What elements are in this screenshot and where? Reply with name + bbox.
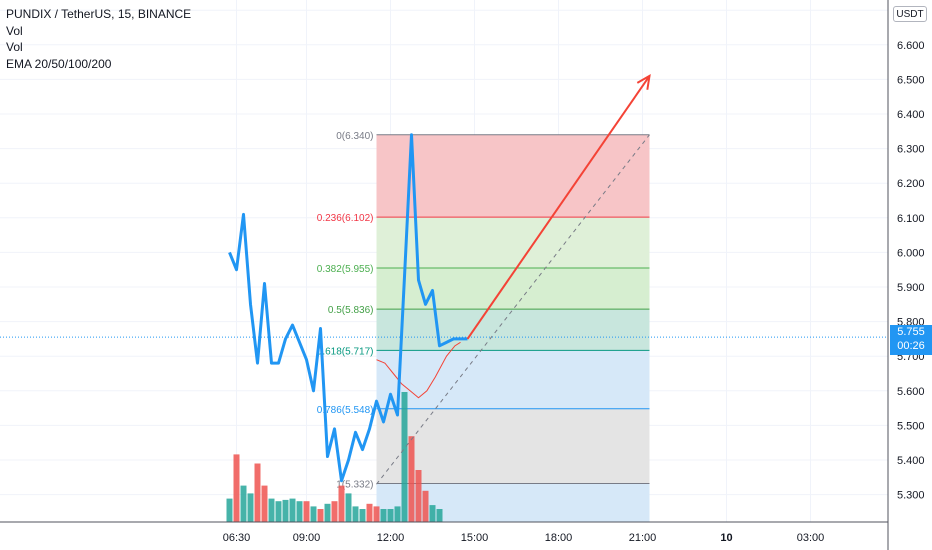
indicator-vol-1[interactable]: Vol (6, 23, 23, 38)
volume-bar (387, 509, 394, 522)
y-tick-label: 5.900 (897, 282, 925, 294)
volume-bar (345, 493, 352, 522)
fib-zone (376, 350, 650, 409)
volume-bar (247, 493, 254, 522)
volume-bar (317, 509, 324, 522)
volume-bar (338, 485, 345, 522)
volume-bar (422, 490, 429, 522)
y-tick-label: 6.200 (897, 178, 925, 190)
fib-level-label: 0.382(5.955) (317, 264, 374, 275)
price-line (228, 133, 468, 483)
volume-bar (373, 506, 380, 522)
bar-countdown: 00:26 (897, 340, 925, 352)
indicator-vol-2[interactable]: Vol (6, 40, 23, 54)
fib-zone (376, 408, 650, 484)
fib-zone (376, 217, 650, 268)
volume-bar (296, 501, 303, 522)
symbol-title[interactable]: PUNDIX / TetherUS, 15, BINANCE (6, 7, 192, 21)
volume-bar (408, 436, 415, 522)
fib-level-label: 0.5(5.836) (328, 305, 374, 316)
volume-bar (415, 470, 422, 522)
fib-level-label: 0.786(5.548) (317, 405, 374, 416)
y-tick-label: 5.500 (897, 420, 925, 432)
current-price-value: 5.755 (897, 326, 925, 338)
volume-bar (401, 392, 408, 522)
fibonacci-retracement[interactable]: 0(6.340) 0.236(6.102) 0.382(5.955) 0.5(5.83… (317, 131, 650, 522)
volume-bar (310, 506, 317, 522)
volume-bar (380, 509, 387, 522)
projection-arrow-line (466, 75, 651, 340)
fib-zone-extension (376, 483, 650, 522)
x-tick-label: 06:30 (223, 532, 251, 544)
current-price-tag: 5.755 00:26 (890, 325, 932, 355)
y-tick-label: 6.300 (897, 144, 925, 156)
volume-bar (240, 485, 247, 522)
volume-bar (282, 499, 289, 522)
volume-bar (289, 498, 296, 522)
fib-level-label: 0.236(6.102) (317, 213, 374, 224)
volume-bar (261, 485, 268, 522)
x-tick-label: 12:00 (377, 532, 405, 544)
volume-bar (233, 454, 240, 522)
volume-bar (324, 503, 331, 522)
volume-bar (226, 498, 233, 522)
series-lines (0, 74, 888, 485)
y-tick-label: 5.400 (897, 455, 925, 467)
y-tick-label: 6.100 (897, 213, 925, 225)
volume-bar (352, 506, 359, 522)
volume-bar (268, 498, 275, 522)
x-tick-label: 03:00 (797, 532, 825, 544)
volume-bar (331, 501, 338, 522)
y-tick-label: 6.600 (897, 40, 925, 52)
indicator-ema[interactable]: EMA 20/50/100/200 (6, 56, 112, 71)
x-tick-label: 10 (720, 532, 732, 544)
x-tick-label: 21:00 (629, 532, 657, 544)
chart-legend: PUNDIX / TetherUS, 15, BINANCE Vol Vol E… (6, 6, 191, 72)
volume-bar (275, 501, 282, 522)
volume-bars (226, 392, 443, 522)
fib-level-label: 1(5.332) (336, 480, 373, 491)
ema-line (376, 341, 461, 399)
dashed-trend-line (376, 134, 650, 485)
volume-bar (394, 506, 401, 522)
x-tick-label: 09:00 (293, 532, 321, 544)
x-tick-label: 18:00 (545, 532, 573, 544)
y-tick-label: 6.400 (897, 109, 925, 121)
volume-bar (436, 509, 443, 522)
x-tick-label: 15:00 (461, 532, 489, 544)
volume-bar (366, 503, 373, 522)
y-tick-label: 5.600 (897, 386, 925, 398)
volume-bar (429, 505, 436, 522)
volume-bar (303, 501, 310, 522)
fib-level-label: 0(6.340) (336, 131, 373, 142)
currency-button[interactable]: USDT (893, 6, 927, 22)
fib-zone (376, 309, 650, 351)
fib-level-label: 0.618(5.717) (317, 346, 374, 357)
projection-arrow-head (636, 74, 651, 90)
y-tick-label: 6.000 (897, 247, 925, 259)
volume-bar (254, 463, 261, 522)
fib-zone (376, 134, 650, 218)
volume-bar (359, 509, 366, 522)
y-tick-label: 6.500 (897, 74, 925, 86)
y-tick-label: 5.300 (897, 490, 925, 502)
